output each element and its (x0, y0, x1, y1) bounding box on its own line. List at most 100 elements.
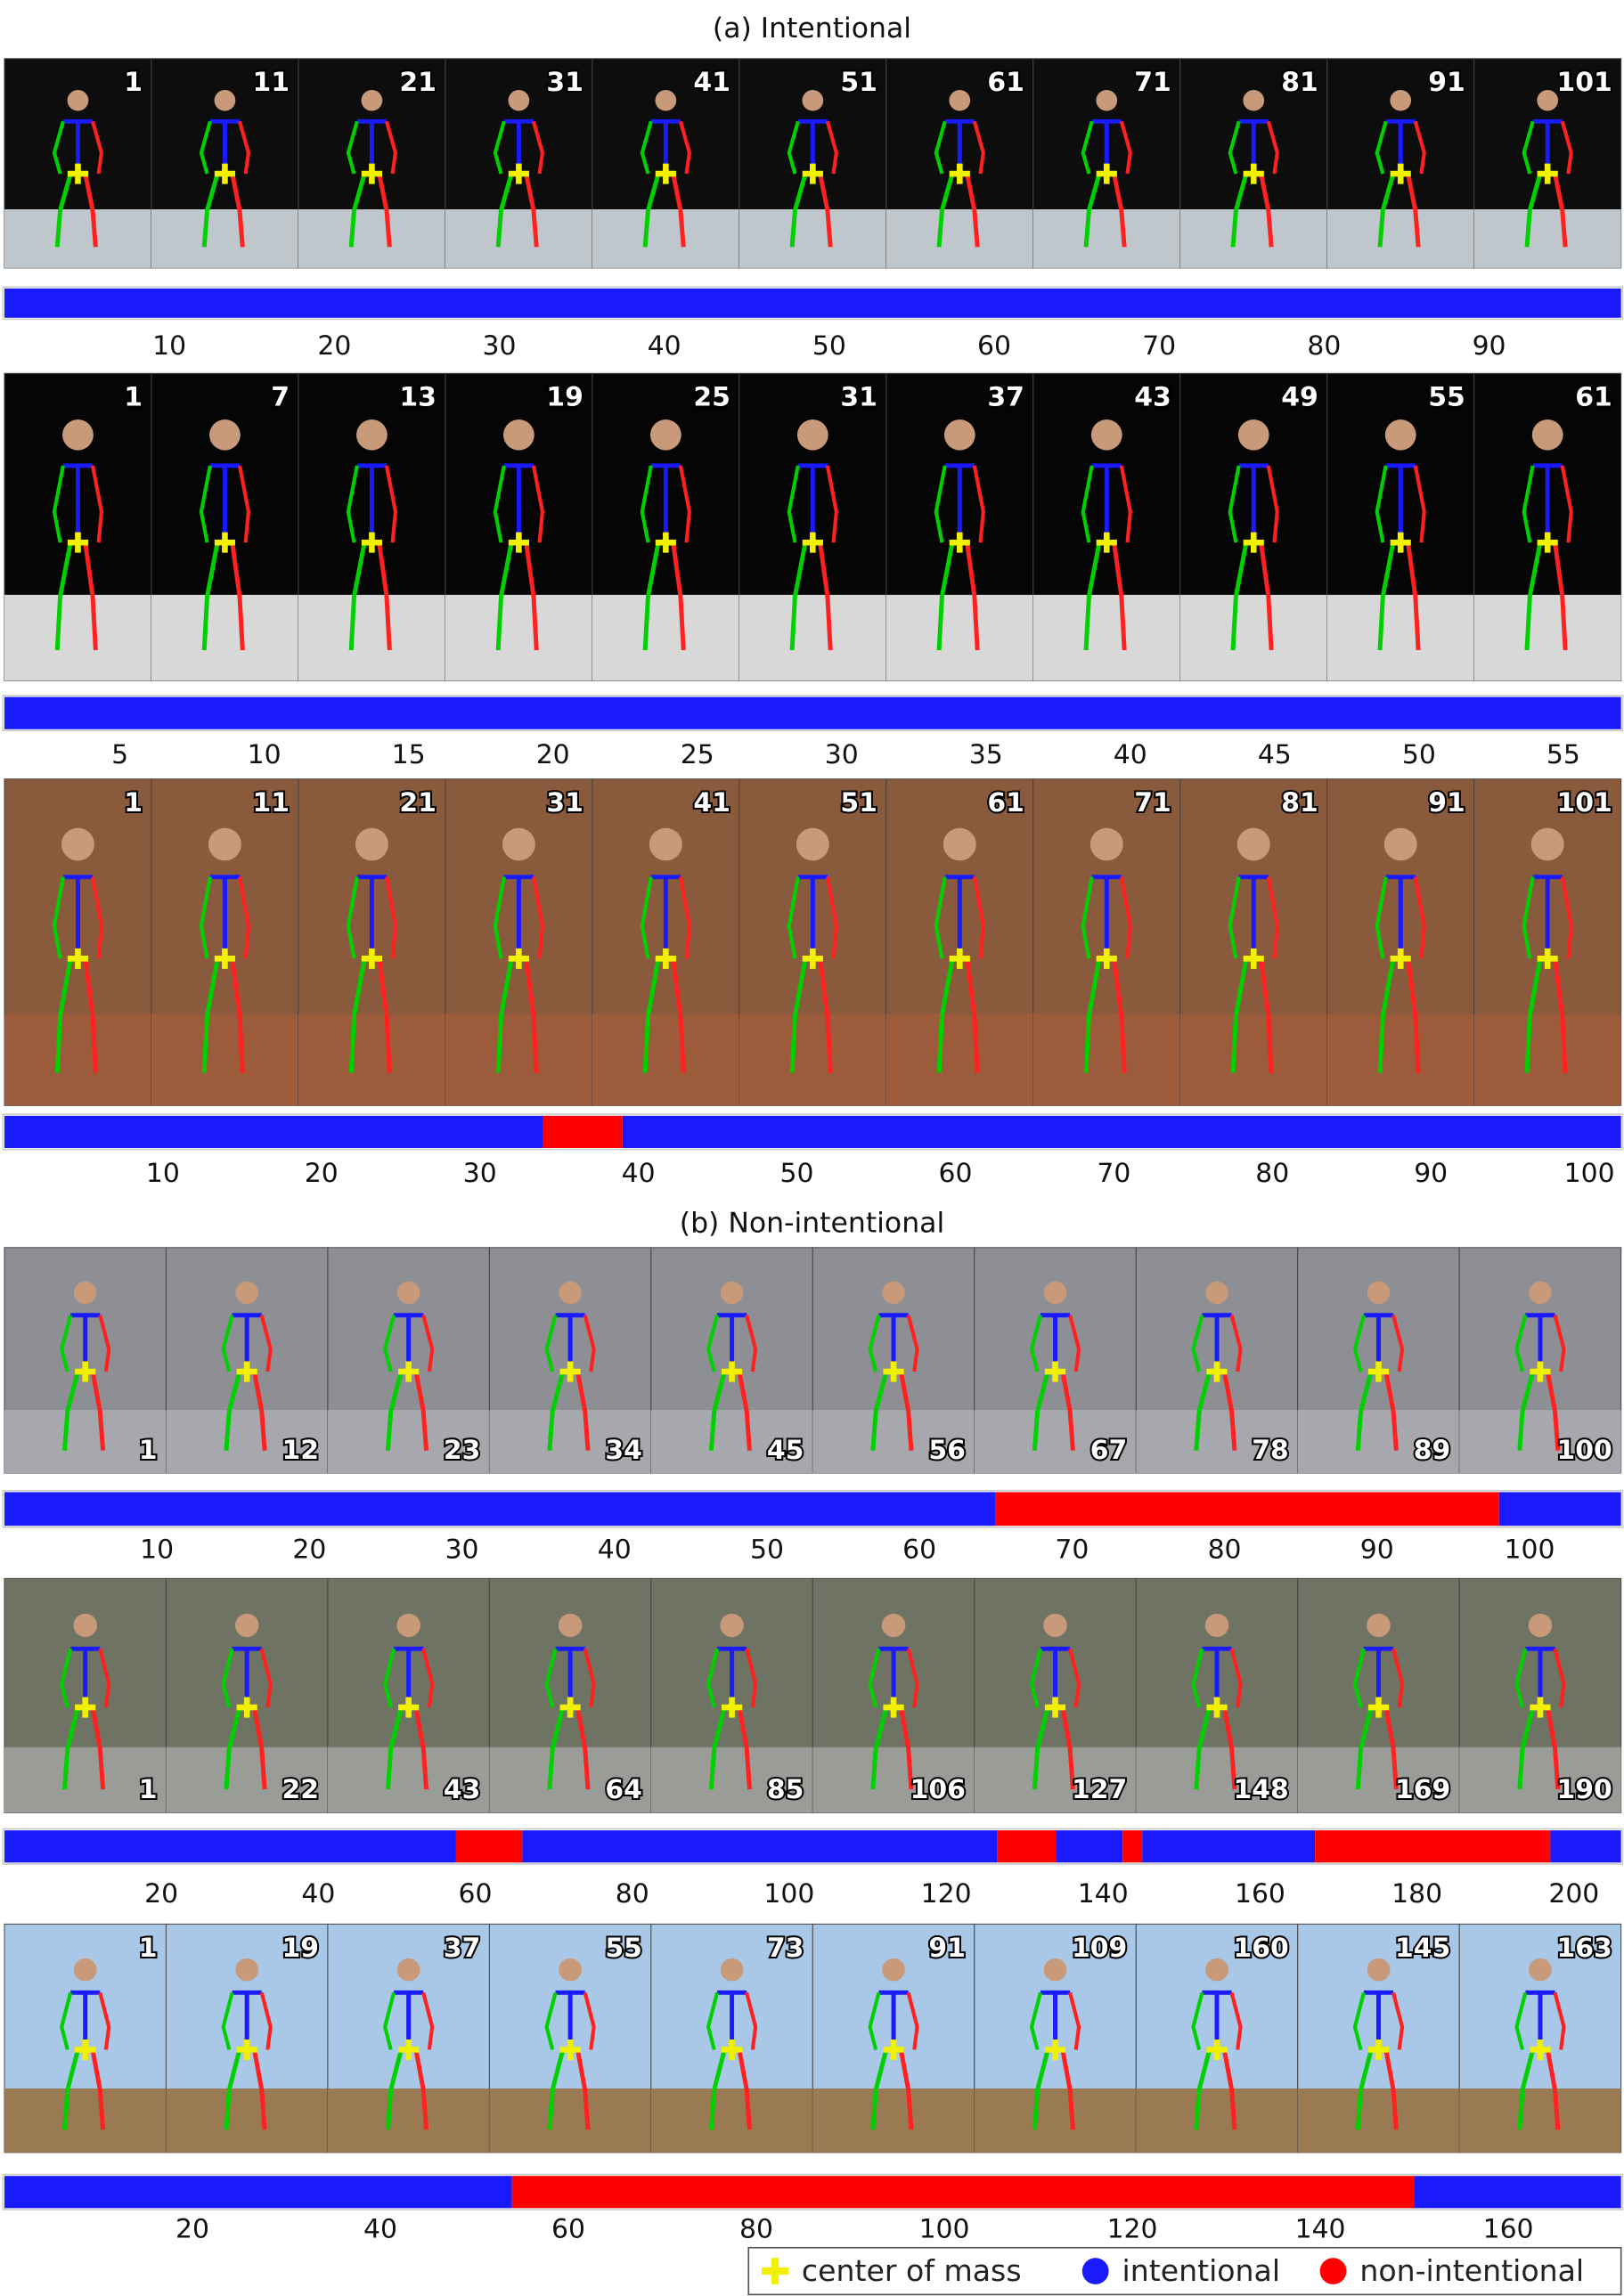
leg-right (413, 2049, 429, 2130)
limb-left (221, 1315, 234, 1372)
leg-left (1355, 2048, 1374, 2130)
leg-right (90, 2049, 106, 2130)
center-of-mass (75, 2039, 96, 2060)
frame-number: 45 (767, 1435, 804, 1466)
limb-left (706, 1315, 720, 1372)
limb-right (90, 465, 104, 543)
leg-left (870, 2048, 889, 2130)
head (1043, 1281, 1067, 1305)
frame-floor (1179, 594, 1327, 681)
x-tick-label: 90 (1360, 1535, 1394, 1566)
legend-label: center of mass (802, 2253, 1022, 2288)
limb-left (706, 1991, 720, 2050)
leg-right (1406, 541, 1421, 651)
head (649, 419, 681, 451)
frame-floor (974, 2088, 1137, 2153)
timeline-segment (995, 1492, 1499, 1527)
frame-floor (1297, 1410, 1460, 1473)
frame-strip: 1 22 43 64 85 106 127 148 169 190 (4, 1577, 1622, 1813)
frame-floor (592, 1014, 739, 1106)
frame-number: 81 (1281, 67, 1318, 98)
leg-right (230, 958, 245, 1073)
center-of-mass (398, 2039, 420, 2060)
limb-left (787, 465, 800, 543)
x-tick-label: 200 (1548, 1878, 1599, 1909)
limb-right (531, 465, 544, 543)
frame-number: 61 (987, 67, 1024, 98)
head (559, 1281, 582, 1305)
timeline-segment (511, 2176, 1415, 2209)
limb-right (1413, 465, 1426, 543)
leg-left (547, 1706, 566, 1790)
center-of-mass (1206, 1697, 1228, 1718)
timeline-segment (1498, 1492, 1621, 1527)
leg-right (575, 1371, 591, 1451)
center-of-mass (236, 1361, 257, 1382)
center-of-mass (398, 1361, 420, 1382)
leg-left (870, 1706, 889, 1790)
frame-floor (151, 1014, 298, 1106)
center-of-mass (1044, 1697, 1066, 1718)
x-tick-label: 80 (616, 1878, 649, 1909)
limb-right (531, 120, 545, 175)
x-tick-label: 15 (392, 739, 426, 770)
limb-right (1553, 1648, 1566, 1708)
frame-number: 56 (928, 1435, 966, 1466)
leg-left (54, 957, 73, 1073)
limb-left (346, 465, 359, 543)
leg-right (377, 173, 392, 248)
leg-left (936, 173, 955, 248)
center-of-mass (1537, 948, 1558, 969)
head (1090, 419, 1122, 451)
head (396, 1281, 420, 1305)
limb-right (98, 1648, 111, 1708)
leg-right (1259, 541, 1274, 651)
x-tick-label: 80 (1255, 1158, 1289, 1189)
legend-label: non-intentional (1359, 2253, 1584, 2288)
x-tick-label: 10 (146, 1158, 180, 1189)
frame-number: 169 (1395, 1774, 1450, 1805)
head (720, 1613, 744, 1638)
center-of-mass (1530, 1697, 1551, 1718)
leg-right (1383, 1706, 1399, 1790)
limb-left (934, 465, 947, 543)
head (214, 90, 236, 111)
frame-floor (4, 1746, 167, 1813)
limb-right (1229, 1991, 1243, 2050)
limb-left (868, 1991, 881, 2050)
frame-number: 91 (1428, 787, 1465, 818)
timeline-segment (543, 1115, 623, 1148)
limb-left (382, 1991, 396, 2050)
timeline-segment (997, 1830, 1057, 1863)
leg-right (377, 958, 392, 1073)
frame-number: 7 (271, 382, 290, 413)
leg-left (642, 541, 661, 651)
x-tick-label: 50 (750, 1535, 784, 1566)
limb-right (1560, 120, 1573, 175)
section-title: (a) Intentional (713, 12, 911, 45)
x-tick-label: 60 (902, 1535, 936, 1566)
head (355, 827, 388, 861)
center-of-mass (67, 948, 89, 969)
head (943, 419, 975, 451)
center-of-mass (949, 532, 970, 553)
frame-floor (1459, 1410, 1621, 1473)
frame-floor (592, 594, 739, 681)
x-tick-label: 40 (1114, 739, 1147, 770)
limb-left (1522, 120, 1535, 175)
center-of-mass (721, 1697, 743, 1718)
leg-left (1517, 1706, 1536, 1790)
frame-number: 11 (252, 787, 290, 818)
frame-number: 71 (1134, 787, 1171, 818)
leg-right (965, 173, 980, 248)
frame-number: 19 (546, 382, 583, 413)
limb-right (384, 876, 398, 959)
limb-left (1352, 1315, 1366, 1372)
center-of-mass (214, 163, 236, 184)
frame-number: 190 (1556, 1774, 1612, 1805)
head (1383, 827, 1417, 861)
frame-number: 41 (693, 787, 730, 818)
leg-right (1060, 2049, 1075, 2130)
limb-right (1068, 1991, 1081, 2050)
limb-left (1375, 465, 1388, 543)
